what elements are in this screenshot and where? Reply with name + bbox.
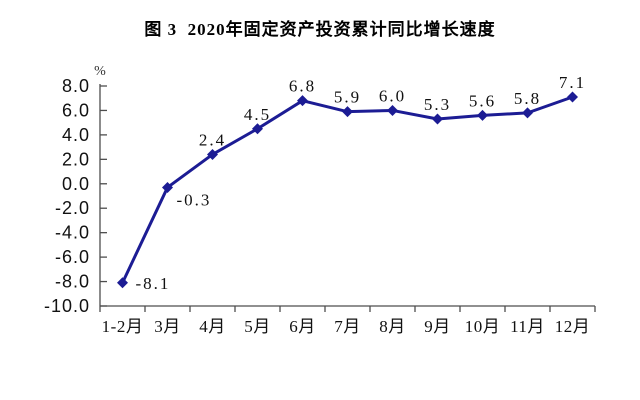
- x-axis-tick-label: 10月: [465, 317, 501, 336]
- x-axis-tick-label: 6月: [289, 317, 316, 336]
- y-axis-unit-label: %: [94, 64, 106, 79]
- data-point-marker: [567, 91, 578, 103]
- data-point-marker: [117, 277, 128, 289]
- x-axis-tick-label: 5月: [244, 317, 271, 336]
- data-point-marker: [432, 113, 443, 125]
- y-axis-tick-label: 8.0: [62, 76, 90, 96]
- data-point-marker: [297, 95, 308, 107]
- data-point-label: 4.5: [244, 105, 271, 124]
- data-point-marker: [387, 104, 398, 116]
- data-point-marker: [207, 148, 218, 160]
- data-point-marker: [477, 109, 488, 121]
- data-point-label: 6.8: [289, 77, 316, 96]
- x-axis-tick-label: 1-2月: [102, 317, 144, 336]
- y-axis-tick-label: 6.0: [62, 100, 90, 120]
- x-axis-tick-label: 9月: [424, 317, 451, 336]
- data-point-marker: [342, 106, 353, 118]
- x-axis-tick-label: 4月: [199, 317, 226, 336]
- x-axis-tick-label: 11月: [510, 317, 545, 336]
- chart-title: 图 3 2020年固定资产投资累计同比增长速度: [144, 20, 496, 39]
- data-point-label: 5.8: [514, 89, 541, 108]
- data-point-label: -0.3: [177, 190, 212, 209]
- x-axis-tick-label: 7月: [334, 317, 361, 336]
- y-axis-tick-label: -8.0: [55, 272, 90, 292]
- y-axis-tick-label: -10.0: [44, 296, 90, 316]
- x-axis-tick-label: 12月: [555, 317, 591, 336]
- y-axis-tick-label: 2.0: [62, 149, 90, 169]
- y-axis-tick-label: 0.0: [62, 174, 90, 194]
- data-point-marker: [522, 107, 533, 119]
- data-point-label: -8.1: [136, 274, 171, 293]
- y-axis-tick-label: -6.0: [55, 247, 90, 267]
- data-point-marker: [252, 123, 263, 135]
- x-axis-tick-label: 3月: [154, 317, 181, 336]
- data-point-label: 5.9: [334, 88, 361, 107]
- data-point-marker: [162, 181, 173, 193]
- data-point-label: 7.1: [559, 73, 586, 92]
- y-axis-tick-label: -2.0: [55, 198, 90, 218]
- y-axis-tick-label: 4.0: [62, 125, 90, 145]
- x-axis-tick-label: 8月: [379, 317, 406, 336]
- data-point-label: 2.4: [199, 130, 226, 149]
- data-point-label: 6.0: [379, 86, 406, 105]
- y-axis-tick-label: -4.0: [55, 223, 90, 243]
- data-point-label: 5.6: [469, 91, 496, 110]
- data-point-label: 5.3: [424, 95, 451, 114]
